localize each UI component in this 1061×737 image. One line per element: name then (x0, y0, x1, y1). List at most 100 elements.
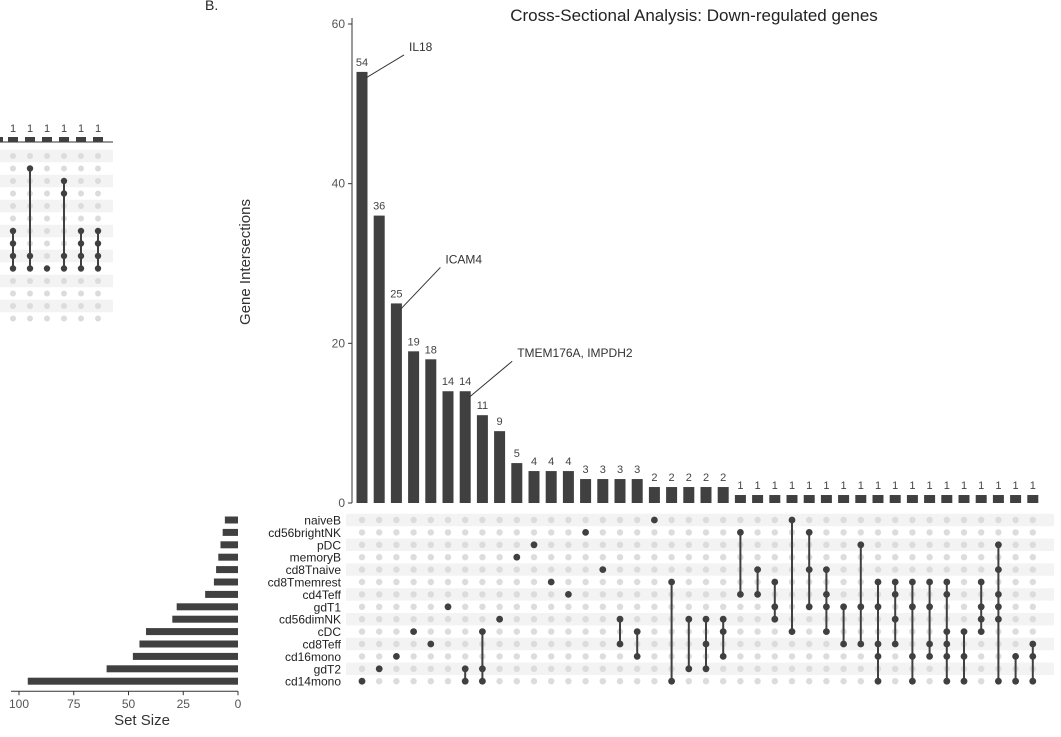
partial-panel-dot-inactive (61, 165, 67, 172)
bar-value-label: 1 (755, 480, 761, 492)
matrix-dot-active (960, 653, 968, 660)
intersection-bar (889, 495, 901, 503)
partial-panel-dot-inactive (27, 278, 33, 284)
matrix-dot-inactive (754, 541, 761, 548)
matrix-dot-inactive (530, 566, 538, 573)
matrix-dot-inactive (892, 653, 899, 660)
partial-panel-dot-inactive (78, 153, 84, 159)
set-size-bar (139, 640, 238, 648)
matrix-dot-active (926, 578, 933, 586)
matrix-dot-inactive (376, 603, 383, 610)
matrix-dot-inactive (565, 541, 572, 548)
partial-panel-dot-active (77, 240, 85, 247)
matrix-dot-inactive (376, 566, 383, 573)
matrix-dot-inactive (376, 541, 383, 548)
matrix-dot-inactive (616, 591, 624, 598)
y-axis-tick-label: 0 (338, 496, 345, 510)
matrix-dot-inactive (599, 665, 606, 672)
bar-value-label: 1 (927, 480, 933, 492)
matrix-dot-inactive (840, 516, 847, 524)
matrix-dot-inactive (720, 591, 727, 598)
matrix-dot-inactive (754, 616, 761, 623)
matrix-dot-inactive (651, 678, 658, 685)
bar-value-label: 1 (841, 480, 847, 492)
matrix-dot-inactive (376, 653, 383, 660)
matrix-dot-inactive (840, 678, 847, 685)
set-label: cd56dimNK (279, 613, 341, 627)
set-size-bar (132, 652, 238, 660)
set-label: pDC (317, 538, 341, 552)
set-label: gdT1 (314, 600, 342, 614)
matrix-dot-inactive (496, 529, 503, 536)
matrix-dot-active (754, 591, 761, 598)
matrix-dot-inactive (737, 665, 744, 672)
partial-panel-dot-active (77, 252, 85, 260)
matrix-dot-inactive (806, 516, 813, 524)
matrix-dot-inactive (668, 529, 675, 536)
partial-panel-dot-inactive (10, 203, 16, 209)
intersection-bar (425, 359, 437, 503)
matrix-dot-inactive (754, 529, 761, 536)
set-size-axis-title: Set Size (114, 712, 170, 729)
set-size-bar (213, 578, 238, 586)
partial-panel-dot-inactive (61, 278, 67, 284)
matrix-dot-inactive (376, 640, 383, 648)
intersection-bar (390, 303, 402, 503)
matrix-dot-inactive (513, 603, 520, 610)
matrix-dot-inactive (1029, 554, 1037, 561)
set-size-tick-label: 75 (67, 697, 81, 711)
partial-panel-stripe (0, 174, 113, 188)
matrix-dot-inactive (702, 541, 710, 548)
bar-value-label: 1 (875, 480, 881, 492)
partial-panel-dot-inactive (95, 290, 101, 297)
matrix-dot-inactive (530, 516, 538, 524)
matrix-dot-inactive (427, 678, 434, 685)
matrix-dot-inactive (771, 541, 778, 548)
matrix-dot-active (857, 541, 865, 549)
matrix-dot-inactive (651, 603, 658, 610)
matrix-dot-inactive (685, 603, 692, 610)
partial-panel-dot-inactive (44, 215, 50, 222)
matrix-dot-active (995, 603, 1002, 611)
partial-panel-bar (93, 137, 103, 142)
matrix-dot-inactive (892, 541, 899, 548)
matrix-dot-active (754, 566, 761, 573)
matrix-dot-inactive (943, 516, 950, 524)
matrix-dot-inactive (960, 566, 968, 573)
matrix-dot-inactive (926, 516, 933, 524)
matrix-dot-inactive (410, 640, 417, 648)
matrix-dot-inactive (599, 678, 606, 685)
matrix-dot-inactive (1029, 591, 1037, 598)
matrix-dot-inactive (582, 653, 589, 660)
partial-panel-bar (59, 137, 69, 142)
matrix-dot-inactive (376, 616, 383, 623)
matrix-dot-inactive (599, 653, 606, 660)
partial-panel-dot-active (26, 252, 34, 260)
matrix-dot-inactive (530, 591, 538, 598)
matrix-dot-inactive (444, 628, 452, 635)
matrix-dot-inactive (771, 640, 778, 648)
partial-panel-dot-active (43, 265, 51, 272)
matrix-dot-inactive (668, 566, 675, 573)
partial-panel-dot-active (9, 252, 17, 260)
matrix-dot-active (358, 677, 366, 685)
partial-panel-dot-inactive (10, 165, 16, 172)
matrix-dot-active (943, 640, 951, 648)
matrix-dot-active (840, 640, 847, 648)
matrix-dot-inactive (702, 529, 710, 536)
matrix-dot-inactive (651, 529, 658, 536)
matrix-dot-inactive (1012, 628, 1019, 635)
matrix-dot-inactive (462, 529, 469, 536)
matrix-dot-inactive (616, 529, 624, 536)
matrix-dot-inactive (616, 578, 624, 586)
partial-panel-dot-inactive (61, 153, 67, 159)
matrix-dot-inactive (376, 578, 383, 586)
matrix-dot-inactive (1029, 529, 1037, 536)
matrix-dot-inactive (513, 616, 520, 623)
matrix-dot-inactive (479, 578, 486, 586)
matrix-dot-active (909, 677, 916, 685)
matrix-dot-inactive (995, 529, 1002, 536)
matrix-dot-active (960, 628, 968, 635)
partial-panel-dot-inactive (10, 278, 16, 284)
